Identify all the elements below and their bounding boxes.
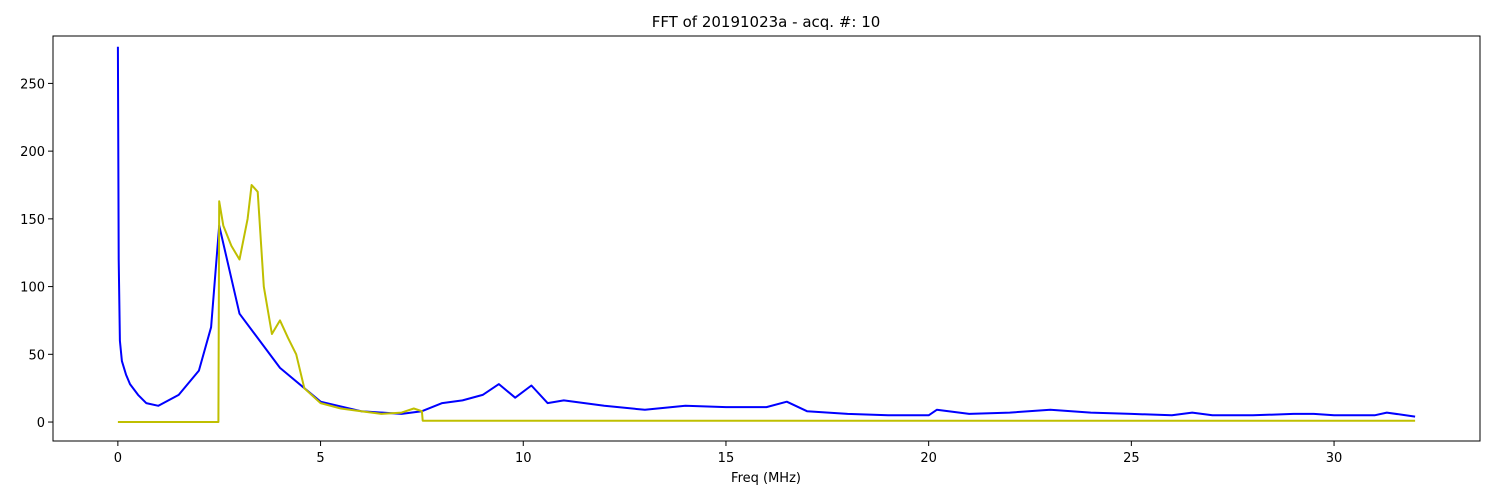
x-tick-label: 15 — [718, 451, 735, 466]
series-1-line — [116, 46, 1416, 418]
y-tick-label: 0 — [37, 416, 45, 431]
x-tick-label: 5 — [316, 451, 324, 466]
plot-frame — [52, 35, 1481, 442]
x-axis-label: Freq (MHz) — [731, 471, 801, 486]
x-tick-label: 20 — [920, 451, 937, 466]
y-tick-label: 100 — [20, 281, 45, 296]
series-layer — [116, 46, 1416, 423]
x-tick-label: 10 — [515, 451, 532, 466]
series-2-line — [117, 184, 1416, 423]
y-tick-label: 150 — [20, 213, 45, 228]
x-tick-label: 30 — [1326, 451, 1343, 466]
y-axis: 0 50 100 150 200 250 — [20, 77, 53, 431]
y-tick-label: 200 — [20, 145, 45, 160]
x-tick-label: 0 — [114, 451, 122, 466]
x-tick-label: 25 — [1123, 451, 1140, 466]
y-tick-label: 250 — [20, 77, 45, 92]
y-tick-label: 50 — [28, 348, 45, 363]
chart-title: FFT of 20191023a - acq. #: 10 — [652, 13, 881, 31]
x-axis: 0 5 10 15 20 25 30 — [114, 441, 1343, 466]
